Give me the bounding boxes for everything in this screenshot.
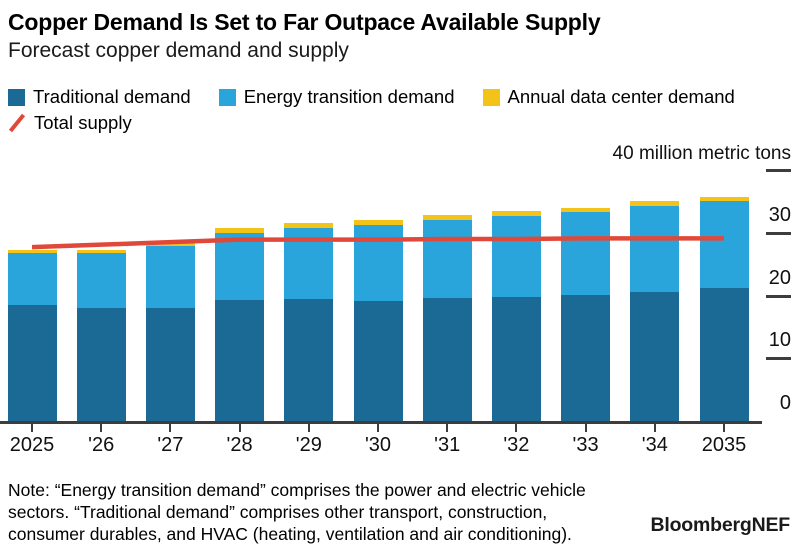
data-center-swatch-icon <box>482 88 500 106</box>
bar-segment-annual-data-center-demand <box>7 250 57 254</box>
y-axis-label: 0 <box>779 392 791 414</box>
x-axis-line <box>0 421 762 424</box>
x-axis-tick <box>377 424 379 432</box>
bar-segment-energy-transition-demand <box>422 220 472 299</box>
bar-'28 <box>215 228 265 421</box>
bar-2025 <box>7 250 57 421</box>
bar-segment-energy-transition-demand <box>76 253 126 309</box>
energy-transition-swatch-icon <box>218 88 236 106</box>
x-axis-label: '27 <box>157 434 184 456</box>
bar-segment-energy-transition-demand <box>561 212 611 295</box>
bar-'34 <box>630 201 680 421</box>
x-axis-label: 2025 <box>9 434 55 456</box>
bloombergnef-logo: BloombergNEF <box>650 514 790 536</box>
bar-segment-annual-data-center-demand <box>284 223 334 229</box>
bar-segment-annual-data-center-demand <box>630 201 680 206</box>
bar-segment-traditional-demand <box>630 291 680 421</box>
bar-segment-annual-data-center-demand <box>491 211 541 216</box>
bar-segment-energy-transition-demand <box>145 245 195 309</box>
x-axis-label: '28 <box>226 434 253 456</box>
x-axis-label: '29 <box>295 434 322 456</box>
bar-segment-traditional-demand <box>699 287 749 421</box>
traditional-demand-swatch-icon <box>8 88 25 106</box>
bar-segment-traditional-demand <box>215 299 265 421</box>
y-axis-label: 10 <box>768 329 791 352</box>
x-axis-tick <box>100 424 103 432</box>
legend-item-total-supply: Total supply <box>8 112 132 134</box>
x-axis-label: '34 <box>641 434 668 456</box>
bar-segment-annual-data-center-demand <box>422 215 472 221</box>
bar-segment-traditional-demand <box>561 294 611 421</box>
y-axis-label: 20 <box>768 266 791 289</box>
bar-segment-energy-transition-demand <box>699 200 749 288</box>
x-axis-tick <box>515 424 518 432</box>
x-axis-label: '26 <box>88 434 115 456</box>
x-axis-label: '32 <box>503 434 530 456</box>
legend-item-data-center: Annual data center demand <box>482 86 735 108</box>
bar-2035 <box>699 197 749 421</box>
bar-segment-traditional-demand <box>7 304 57 421</box>
bar-segment-traditional-demand <box>284 299 334 421</box>
x-axis-tick <box>31 424 33 432</box>
x-axis-label: '33 <box>572 434 599 456</box>
total-supply-line <box>31 236 724 250</box>
footnote: Note: “Energy transition demand” compris… <box>8 480 586 544</box>
bar-'33 <box>561 208 611 421</box>
y-axis-tick-dash <box>766 169 791 172</box>
x-axis-tick <box>307 424 310 432</box>
x-axis-tick <box>723 424 725 432</box>
bar-segment-energy-transition-demand <box>630 205 680 292</box>
bar-'32 <box>491 211 541 421</box>
plot-area <box>0 170 798 421</box>
legend-row-2: Total supply <box>8 112 132 134</box>
y-axis-tick-dash <box>766 357 791 361</box>
x-axis-label: '31 <box>434 434 461 456</box>
y-axis-tick-dash <box>766 294 791 298</box>
bar-segment-traditional-demand <box>353 301 403 421</box>
bar-segment-traditional-demand <box>145 308 195 421</box>
bar-segment-annual-data-center-demand <box>215 228 265 234</box>
x-axis-tick <box>653 424 656 432</box>
bar-segment-traditional-demand <box>76 308 126 421</box>
x-axis-label: '30 <box>364 434 392 456</box>
legend-label: Annual data center demand <box>507 86 735 107</box>
x-axis-label: 2035 <box>701 434 747 456</box>
legend-label: Traditional demand <box>33 86 191 107</box>
legend-label: Total supply <box>34 112 132 133</box>
legend-label: Energy transition demand <box>243 86 455 107</box>
bar-segment-energy-transition-demand <box>215 233 265 300</box>
legend-row-1: Traditional demand Energy transition dem… <box>8 86 735 108</box>
bar-'27 <box>145 243 195 421</box>
y-axis-unit-label: 40 million metric tons <box>612 143 791 164</box>
bar-segment-annual-data-center-demand <box>699 197 749 201</box>
bar-segment-energy-transition-demand <box>491 215 541 297</box>
bar-segment-annual-data-center-demand <box>353 220 403 226</box>
chart-title: Copper Demand Is Set to Far Outpace Avai… <box>8 9 601 35</box>
x-axis-tick <box>238 424 241 432</box>
y-axis-label: 30 <box>768 203 791 226</box>
bar-segment-traditional-demand <box>491 296 541 421</box>
bar-segment-annual-data-center-demand <box>76 250 126 254</box>
y-axis-tick-dash <box>766 231 791 235</box>
bar-'31 <box>422 215 472 421</box>
legend-item-traditional: Traditional demand <box>8 86 191 108</box>
x-axis-tick <box>446 424 449 432</box>
x-axis-tick <box>584 424 587 432</box>
bar-segment-annual-data-center-demand <box>561 208 611 213</box>
legend-item-energy-transition: Energy transition demand <box>218 86 455 108</box>
bar-segment-traditional-demand <box>422 298 472 421</box>
bar-segment-annual-data-center-demand <box>145 243 195 246</box>
bar-'26 <box>76 250 126 421</box>
x-axis-tick <box>169 424 172 432</box>
bar-segment-energy-transition-demand <box>7 253 57 305</box>
chart-subtitle: Forecast copper demand and supply <box>8 39 349 62</box>
total-supply-slash-icon <box>8 113 26 133</box>
